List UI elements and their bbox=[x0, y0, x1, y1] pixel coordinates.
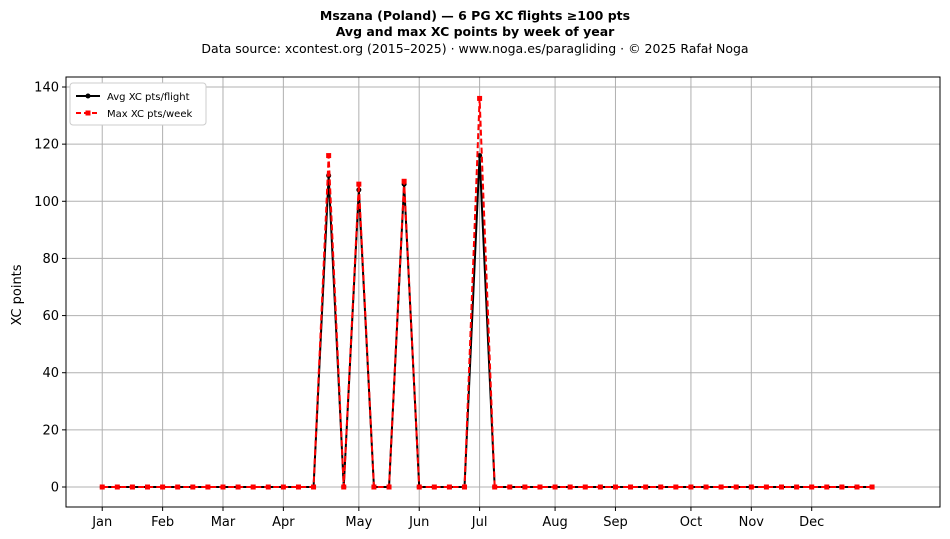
legend-marker-max bbox=[85, 110, 91, 116]
x-tick-label: Dec bbox=[799, 515, 824, 530]
y-tick-label: 60 bbox=[42, 309, 59, 324]
data-point-max bbox=[628, 484, 634, 490]
data-point-max bbox=[673, 484, 679, 490]
data-point-max bbox=[582, 484, 588, 490]
series-line-avg bbox=[102, 154, 873, 488]
y-tick-label: 0 bbox=[51, 481, 59, 496]
x-tick-label: Jan bbox=[91, 515, 112, 530]
data-point-max bbox=[658, 484, 664, 490]
data-point-max bbox=[824, 484, 830, 490]
x-tick-label: Sep bbox=[603, 515, 628, 530]
y-tick-label: 140 bbox=[34, 81, 59, 96]
y-tick-label: 120 bbox=[34, 138, 59, 153]
y-tick-label: 40 bbox=[42, 366, 59, 381]
y-tick-label: 20 bbox=[42, 423, 59, 438]
y-axis-label: XC points bbox=[10, 264, 25, 325]
legend-marker-avg bbox=[85, 93, 91, 99]
data-point-max bbox=[748, 484, 754, 490]
chart-title: Mszana (Poland) — 6 PG XC flights ≥100 p… bbox=[319, 8, 631, 23]
data-point-max bbox=[114, 484, 120, 490]
y-tick-label: 80 bbox=[42, 252, 59, 267]
data-point-max bbox=[779, 484, 785, 490]
data-point-max bbox=[718, 484, 724, 490]
data-point-max bbox=[220, 484, 226, 490]
x-tick-label: Feb bbox=[151, 515, 174, 530]
data-point-max bbox=[386, 484, 392, 490]
legend-label-avg: Avg XC pts/flight bbox=[107, 92, 190, 103]
data-point-max bbox=[311, 484, 317, 490]
data-point-max bbox=[145, 484, 151, 490]
data-point-max bbox=[295, 484, 301, 490]
plot-frame bbox=[65, 76, 941, 508]
data-point-max bbox=[99, 484, 105, 490]
data-point-max bbox=[597, 484, 603, 490]
data-point-max bbox=[552, 484, 558, 490]
data-point-max bbox=[462, 484, 468, 490]
data-point-max bbox=[265, 484, 271, 490]
chart-title-block: Mszana (Poland) — 6 PG XC flights ≥100 p… bbox=[0, 8, 950, 57]
data-point-max bbox=[341, 484, 347, 490]
data-point-max bbox=[160, 484, 166, 490]
data-point-max bbox=[280, 484, 286, 490]
x-tick-label: Jun bbox=[408, 515, 429, 530]
series-line-max bbox=[102, 97, 873, 488]
data-point-max bbox=[869, 484, 875, 490]
data-point-max bbox=[446, 484, 452, 490]
legend-label-max: Max XC pts/week bbox=[107, 109, 192, 120]
chart-source-note: Data source: xcontest.org (2015–2025) · … bbox=[201, 41, 749, 56]
data-point-max bbox=[356, 181, 362, 187]
x-tick-label: Jul bbox=[471, 515, 488, 530]
data-point-max bbox=[371, 484, 377, 490]
data-point-max bbox=[401, 178, 407, 184]
axis-ticks: 0 20 40 60 80 100 120 140 Jan Feb Mar Apr May Jun Jul A… bbox=[34, 81, 824, 531]
x-tick-label: Aug bbox=[542, 515, 567, 530]
data-point-max bbox=[250, 484, 256, 490]
x-tick-label: Apr bbox=[272, 515, 295, 530]
data-point-max bbox=[235, 484, 241, 490]
data-point-max bbox=[854, 484, 860, 490]
legend-box bbox=[69, 82, 207, 126]
data-point-max bbox=[507, 484, 513, 490]
y-tick-label: 100 bbox=[34, 195, 59, 210]
chart-subtitle: Avg and max XC points by week of year bbox=[335, 24, 615, 39]
data-point-max bbox=[175, 484, 181, 490]
data-point-max bbox=[416, 484, 422, 490]
grid bbox=[66, 77, 940, 507]
legend: Avg XC pts/flight Max XC pts/week bbox=[69, 82, 207, 126]
data-point-max bbox=[643, 484, 649, 490]
data-point-max bbox=[522, 484, 528, 490]
data-point-max bbox=[477, 95, 483, 101]
data-point-max bbox=[688, 484, 694, 490]
data-point-max bbox=[809, 484, 815, 490]
x-tick-label: Oct bbox=[680, 515, 702, 530]
data-point-max bbox=[763, 484, 769, 490]
data-point-max bbox=[431, 484, 437, 490]
data-point-max bbox=[326, 153, 332, 159]
data-point-max bbox=[733, 484, 739, 490]
data-point-max bbox=[839, 484, 845, 490]
x-tick-label: Mar bbox=[211, 515, 236, 530]
data-point-max bbox=[703, 484, 709, 490]
data-point-max bbox=[129, 484, 135, 490]
data-point-max bbox=[537, 484, 543, 490]
data-point-max bbox=[492, 484, 498, 490]
series-layer bbox=[99, 95, 875, 490]
data-point-max bbox=[612, 484, 618, 490]
data-point-max bbox=[205, 484, 211, 490]
data-point-max bbox=[794, 484, 800, 490]
x-tick-label: May bbox=[345, 515, 372, 530]
data-point-max bbox=[567, 484, 573, 490]
x-tick-label: Nov bbox=[739, 515, 765, 530]
data-point-max bbox=[190, 484, 196, 490]
